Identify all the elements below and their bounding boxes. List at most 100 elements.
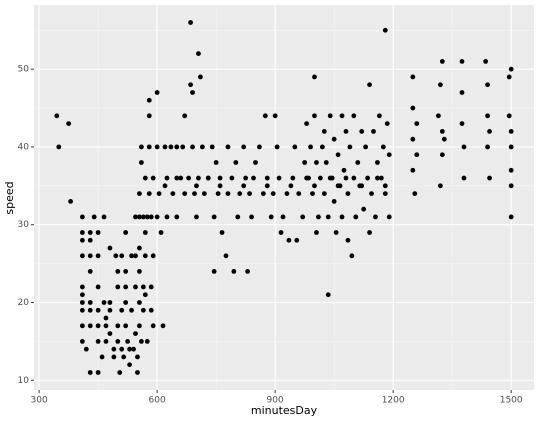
point [133, 253, 138, 259]
point [211, 268, 217, 274]
point [111, 346, 117, 352]
point [79, 300, 85, 305]
point [363, 144, 369, 150]
point [142, 175, 148, 181]
point [410, 136, 416, 142]
point [211, 214, 217, 220]
point [123, 323, 129, 329]
point [148, 307, 154, 313]
point [154, 214, 160, 220]
point [414, 121, 420, 127]
point [209, 144, 215, 150]
point [487, 128, 492, 134]
point [325, 214, 331, 220]
point [68, 198, 73, 204]
point [235, 214, 241, 220]
point [237, 191, 243, 197]
point [133, 214, 138, 220]
point [231, 268, 237, 274]
point [241, 183, 247, 189]
point [296, 191, 302, 197]
point [276, 175, 282, 181]
point [268, 214, 274, 220]
point [270, 191, 276, 197]
point [286, 237, 292, 243]
point [182, 191, 188, 197]
point [115, 268, 121, 274]
point [146, 191, 152, 197]
point [243, 175, 249, 181]
point [359, 183, 365, 189]
point [174, 175, 180, 181]
point [312, 113, 317, 119]
point [95, 307, 101, 313]
point [284, 191, 290, 197]
point [123, 284, 129, 290]
point [483, 58, 489, 64]
point [312, 183, 317, 189]
point [79, 237, 85, 243]
x-tick-label: 900 [267, 396, 284, 406]
point [375, 160, 380, 165]
point [386, 152, 392, 158]
point [308, 144, 313, 150]
point [508, 214, 514, 220]
point [119, 307, 125, 313]
x-axis-title: minutesDay [251, 404, 318, 417]
point [95, 338, 101, 344]
point [156, 191, 162, 197]
point [262, 113, 268, 119]
point [190, 90, 195, 95]
point [56, 144, 62, 150]
point [349, 253, 355, 259]
point [373, 214, 378, 220]
point [79, 284, 85, 290]
point [290, 175, 296, 181]
point [146, 113, 152, 119]
point [133, 284, 138, 290]
point [180, 144, 186, 150]
point [437, 82, 443, 88]
point [103, 338, 109, 344]
point [247, 191, 252, 197]
point [386, 214, 392, 220]
x-tick-label: 1200 [382, 396, 405, 406]
point [414, 152, 420, 158]
point [461, 144, 467, 150]
point [376, 113, 382, 119]
point [87, 253, 93, 259]
point [115, 323, 121, 329]
point [382, 191, 388, 197]
point [99, 354, 105, 360]
point [164, 214, 170, 220]
point [123, 268, 129, 274]
point [196, 51, 201, 57]
point [436, 113, 441, 119]
point [117, 370, 123, 375]
point [138, 160, 144, 165]
point [437, 183, 443, 189]
point [223, 253, 229, 259]
point [378, 175, 384, 181]
point [119, 253, 125, 259]
point [178, 175, 184, 181]
point [506, 113, 512, 119]
point [66, 121, 72, 127]
point [257, 144, 262, 150]
point [292, 144, 298, 150]
point [198, 74, 203, 80]
point [186, 175, 192, 181]
point [314, 160, 319, 165]
point [138, 338, 144, 344]
point [260, 191, 266, 197]
point [194, 214, 199, 220]
point [323, 160, 329, 165]
point [79, 323, 85, 329]
point [382, 27, 388, 33]
point [229, 175, 235, 181]
point [137, 245, 142, 251]
point [79, 230, 85, 235]
point [144, 338, 150, 344]
point [412, 191, 418, 197]
point [233, 160, 239, 165]
